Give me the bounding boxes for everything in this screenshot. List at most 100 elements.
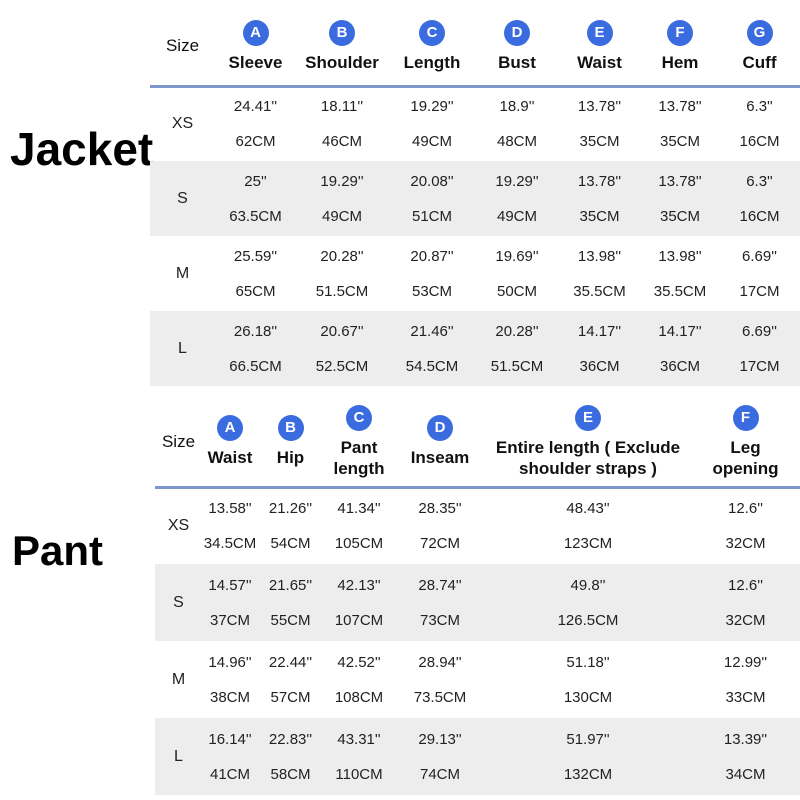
column-label: Hip [276,448,305,468]
inch-value: 19.29'' [410,98,454,116]
measurement-cell: 6.69'' 17CM [719,236,800,311]
measurement-cell: 48.43'' 123CM [485,487,691,564]
column-label: Waist [577,52,622,72]
inch-value: 43.31'' [337,730,381,748]
measurement-cell: 28.74'' 73CM [395,564,485,641]
measurement-cell: 21.46'' 54.5CM [388,311,476,386]
cm-value: 35CM [579,133,620,151]
inch-value: 25.59'' [233,247,278,265]
cm-value: 49CM [411,133,452,151]
column-label: Leg opening [712,437,779,478]
cm-value: 74CM [419,765,460,783]
measurement-cell: 26.18'' 66.5CM [215,311,296,386]
inch-value: 21.26'' [268,500,313,518]
pant-row-m: M 14.96'' 38CM 22.44'' 57CM 42.52'' 108CM 2… [155,641,800,718]
inch-value: 6.69'' [742,247,777,265]
badge-b-icon: B [277,415,304,442]
cm-value: 105CM [334,535,384,553]
inch-value: 20.28'' [320,247,364,265]
jacket-row-xs: XS 24.41'' 62CM 18.11'' 46CM 19.29'' 49CM 1… [150,86,800,161]
inch-value: 18.11'' [320,98,364,116]
inch-value: 42.13'' [337,576,381,594]
cm-value: 48CM [496,133,537,151]
inch-value: 20.87'' [410,247,454,265]
size-label: XS [171,115,194,133]
cm-value: 58CM [270,765,311,783]
measurement-cell: 19.29'' 49CM [296,161,388,236]
measurement-cell: 12.6'' 32CM [691,487,800,564]
cm-value: 37CM [209,611,250,629]
inch-value: 41.34'' [337,500,381,518]
inch-value: 14.57'' [208,576,252,594]
measurement-cell: 28.35'' 72CM [395,487,485,564]
inch-value: 6.3'' [746,172,773,190]
measurement-cell: 13.58'' 34.5CM [202,487,258,564]
inch-value: 28.94'' [418,653,462,671]
cm-value: 36CM [579,357,620,375]
jacket-column-sleeve: A Sleeve [215,8,296,86]
badge-f-icon: F [667,19,693,46]
cm-value: 52.5CM [315,357,369,375]
cm-value: 51CM [411,207,452,225]
cm-value: 41CM [209,765,250,783]
measurement-cell: 14.17'' 36CM [558,311,641,386]
cm-value: 16CM [739,207,780,225]
cm-value: 57CM [270,688,311,706]
measurement-cell: 13.78'' 35CM [641,161,719,236]
pant-row-xs: XS 13.58'' 34.5CM 21.26'' 54CM 41.34'' 105C… [155,487,800,564]
inch-value: 14.17'' [658,322,702,340]
measurement-cell: 22.83'' 58CM [258,718,323,795]
cm-value: 16CM [739,133,780,151]
cm-value: 66.5CM [229,357,282,375]
column-label: Length [403,52,461,72]
measurement-cell: 18.9'' 48CM [476,86,558,161]
measurement-cell: 6.3'' 16CM [719,161,800,236]
cm-value: 17CM [739,282,780,300]
inch-value: 19.29'' [320,172,364,190]
measurement-cell: 21.65'' 55CM [258,564,323,641]
inch-value: 19.29'' [495,172,539,190]
inch-value: 22.44'' [268,653,313,671]
cm-value: 54CM [270,535,311,553]
cm-value: 72CM [419,535,460,553]
column-label: Inseam [410,448,470,468]
badge-b-icon: B [329,19,355,46]
measurement-cell: 43.31'' 110CM [323,718,395,795]
inch-value: 6.69'' [742,322,777,340]
cm-value: 123CM [563,535,613,553]
inch-value: 14.96'' [208,653,252,671]
inch-value: 42.52'' [337,653,381,671]
cm-value: 110CM [335,765,383,783]
measurement-cell: 20.28'' 51.5CM [296,236,388,311]
cm-value: 34.5CM [203,535,257,553]
pant-column-leg-opening: F Leg opening [691,398,800,487]
inch-value: 51.18'' [566,653,610,671]
measurement-cell: 14.96'' 38CM [202,641,258,718]
inch-value: 13.78'' [577,98,622,116]
pant-section-label: Pant [12,527,104,574]
measurement-cell: 16.14'' 41CM [202,718,258,795]
jacket-row-m: M 25.59'' 65CM 20.28'' 51.5CM 20.87'' 53CM … [150,236,800,311]
measurement-cell: 49.8'' 126.5CM [485,564,691,641]
inch-value: 14.17'' [577,322,622,340]
inch-value: 28.35'' [418,500,462,518]
size-label: M [171,670,186,688]
inch-value: 20.28'' [495,322,539,340]
inch-value: 48.43'' [566,500,610,518]
inch-value: 22.83'' [268,730,313,748]
jacket-column-hem: F Hem [641,8,719,86]
jacket-column-cuff: G Cuff [719,8,800,86]
column-label: Shoulder [305,52,379,72]
measurement-cell: 28.94'' 73.5CM [395,641,485,718]
pant-size-header: Size [161,431,196,451]
cm-value: 35.5CM [573,282,626,300]
cm-value: 50CM [496,282,537,300]
measurement-cell: 13.98'' 35.5CM [558,236,641,311]
cm-value: 49CM [321,207,362,225]
inch-value: 13.78'' [577,172,622,190]
inch-value: 24.41'' [233,98,278,116]
measurement-cell: 6.69'' 17CM [719,311,800,386]
pant-column-entire-length: E Entire length ( Exclude shoulder straps… [485,398,691,487]
jacket-size-table: Size A Sleeve B Shoulder C Length D Bust E Wa… [150,8,800,386]
cm-value: 35CM [659,133,700,151]
